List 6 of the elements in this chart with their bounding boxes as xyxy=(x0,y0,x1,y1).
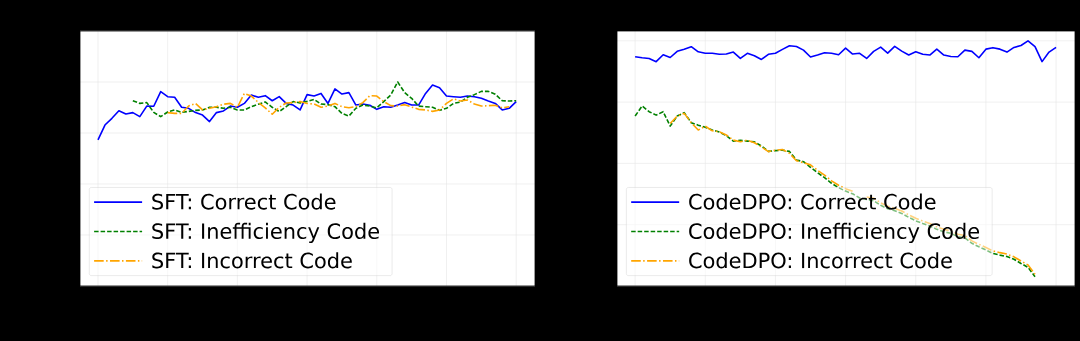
legend-label: SFT: Incorrect Code xyxy=(152,252,352,269)
legend-label: CodeDPO: Incorrect Code xyxy=(689,252,952,269)
legend-label: CodeDPO: Correct Code xyxy=(689,193,936,210)
legend-label: CodeDPO: Inefficiency Code xyxy=(689,222,980,244)
legend-label: SFT: Inefficiency Code xyxy=(152,222,380,244)
legend-label: SFT: Correct Code xyxy=(152,193,336,210)
